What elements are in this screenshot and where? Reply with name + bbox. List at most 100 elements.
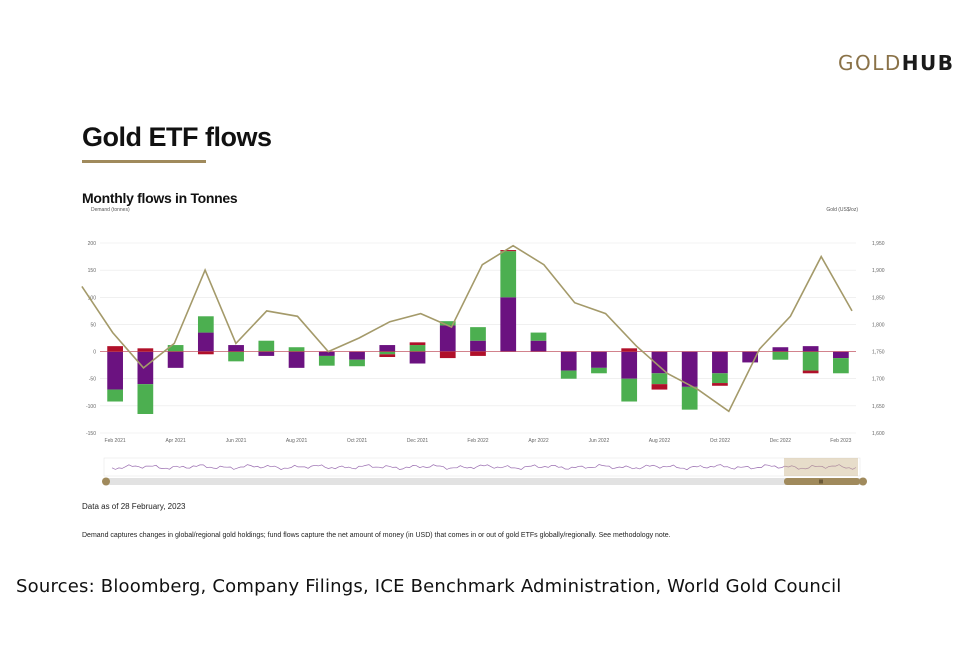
y-tick-label: 200 (88, 241, 97, 247)
bar (439, 351, 456, 359)
bar (137, 384, 154, 414)
bar (802, 370, 819, 374)
bar (712, 373, 728, 384)
bar (288, 351, 305, 368)
bar (772, 351, 789, 360)
methodology-note: Demand captures changes in global/region… (82, 532, 671, 539)
bar (500, 250, 517, 252)
bar (651, 384, 668, 390)
page-title: Gold ETF flows (82, 122, 272, 152)
bar (167, 345, 184, 352)
bar (621, 348, 638, 352)
x-tick-label: Feb 2021 (105, 438, 126, 444)
bar (137, 351, 154, 385)
bar (379, 345, 396, 352)
bar (621, 378, 638, 402)
goldhub-logo: GOLDHUB (838, 51, 955, 75)
bar (651, 373, 668, 385)
bar (197, 332, 214, 352)
x-tick-label: Oct 2021 (347, 438, 368, 444)
bar (560, 370, 577, 379)
x-tick-label: Apr 2022 (528, 438, 549, 444)
bar (439, 325, 456, 352)
y-tick-label: -100 (86, 404, 96, 410)
bar (318, 351, 335, 356)
bar (409, 342, 426, 346)
bar (409, 351, 426, 364)
bar (742, 351, 759, 363)
bar (530, 340, 547, 352)
bar (470, 327, 486, 341)
bar (591, 367, 607, 374)
x-tick-label: Dec 2021 (407, 438, 429, 444)
scroll-right-button[interactable] (859, 477, 867, 486)
y2-tick-label: 1,950 (872, 241, 885, 247)
range-navigator[interactable] (102, 457, 867, 486)
bar (228, 351, 244, 362)
bar (197, 316, 214, 333)
bar (621, 351, 638, 379)
x-tick-label: Aug 2022 (649, 438, 671, 444)
x-tick-label: Dec 2022 (770, 438, 792, 444)
bar (379, 354, 396, 357)
bar (712, 351, 728, 374)
navigator-series (111, 464, 857, 471)
sources-text: Sources: Bloomberg, Company Filings, ICE… (16, 576, 842, 597)
scroll-left-button[interactable] (102, 477, 110, 486)
y-tick-label: -50 (89, 377, 96, 383)
bar (107, 346, 123, 352)
bar (258, 340, 275, 352)
navigator-scrollbar[interactable] (104, 478, 864, 485)
navigator-track (103, 457, 861, 477)
x-tick-label: Jun 2022 (589, 438, 610, 444)
bar (591, 351, 607, 368)
bar (439, 321, 456, 326)
bar (651, 351, 668, 374)
bar (379, 351, 396, 355)
bar (107, 389, 123, 402)
y-tick-label: 150 (88, 268, 97, 274)
bar (349, 359, 365, 367)
x-tick-label: Aug 2021 (286, 438, 308, 444)
bar (470, 340, 486, 352)
bar (712, 383, 728, 386)
bar (833, 358, 849, 374)
bar (288, 347, 305, 352)
bar (500, 297, 517, 352)
x-tick-label: Feb 2023 (830, 438, 851, 444)
bar (470, 351, 486, 356)
bar (833, 351, 849, 359)
y2-tick-label: 1,850 (872, 295, 885, 301)
y2-tick-label: 1,750 (872, 350, 885, 356)
y2-axis-ticks: 1,600 1,650 1,700 1,750 1,800 1,850 1,900 1,950 (872, 241, 885, 437)
y2-tick-label: 1,650 (872, 404, 885, 410)
navigator-selected-window[interactable] (784, 458, 858, 476)
y2-tick-label: 1,600 (872, 431, 885, 437)
bar (318, 355, 335, 366)
y2-axis-label: Gold (US$/oz) (826, 207, 858, 213)
y-axis-ticks: -150 -100 -50 0 50 100 150 200 (86, 241, 96, 437)
bar (258, 351, 275, 356)
bar (137, 348, 154, 352)
bar (228, 345, 244, 352)
y-axis-label: Demand (tonnes) (91, 207, 130, 213)
y-tick-label: 0 (93, 350, 96, 356)
x-tick-label: Feb 2022 (467, 438, 488, 444)
bar (409, 345, 426, 352)
bar (167, 351, 184, 368)
bar-series (107, 250, 849, 414)
bar (681, 351, 698, 387)
gold-price-line (81, 244, 853, 413)
bar (530, 332, 547, 341)
bar (349, 351, 365, 360)
bar (802, 346, 819, 352)
y2-tick-label: 1,900 (872, 268, 885, 274)
bar (107, 351, 123, 390)
data-date-note: Data as of 28 February, 2023 (82, 502, 186, 511)
grid-lines (100, 242, 856, 434)
scroll-thumb-grip-icon (819, 479, 823, 484)
bar (681, 386, 698, 410)
bar (500, 251, 517, 298)
bar (560, 351, 577, 371)
